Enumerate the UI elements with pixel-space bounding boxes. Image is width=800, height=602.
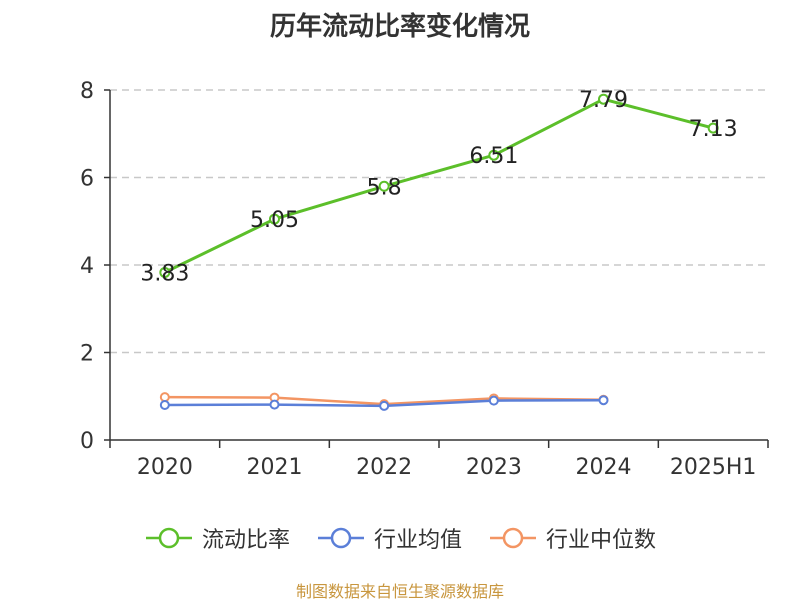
y-tick-label-3: 6 bbox=[80, 167, 94, 192]
legend-item-current-ratio[interactable]: 流动比率 bbox=[144, 522, 290, 554]
legend-marker-industry-mean bbox=[317, 527, 364, 549]
x-tick-label-4: 2024 bbox=[576, 455, 632, 480]
y-tick-label-2: 4 bbox=[80, 254, 94, 279]
series-0-point-5 bbox=[707, 122, 719, 134]
series-0-point-2 bbox=[378, 180, 390, 192]
data-label-2: 5.8 bbox=[367, 175, 402, 200]
line-chart: 0 2 4 6 8 2020 2021 2022 2023 2024 2025H1 3.83 5.05 5… bbox=[80, 79, 769, 480]
series-0-point-3 bbox=[488, 149, 500, 161]
chart-title: 历年流动比率变化情况 bbox=[269, 12, 530, 42]
x-tick-label-5: 2025H1 bbox=[670, 455, 757, 480]
chart-legend: 流动比率 行业均值 行业中位数 bbox=[0, 518, 800, 558]
legend-label-industry-median: 行业中位数 bbox=[546, 528, 657, 553]
series-line-0 bbox=[164, 97, 714, 274]
series-1-point-3 bbox=[488, 395, 499, 406]
x-tick-label-3: 2023 bbox=[466, 455, 522, 480]
data-source-note: 制图数据来自恒生聚源数据库 bbox=[295, 582, 504, 601]
y-tick-label-4: 8 bbox=[80, 79, 94, 104]
x-tick-label-1: 2021 bbox=[247, 455, 303, 480]
series-2-point-0 bbox=[159, 392, 170, 403]
data-label-0: 3.83 bbox=[140, 261, 189, 286]
x-tick-label-0: 2020 bbox=[137, 455, 193, 480]
legend-item-industry-median[interactable]: 行业中位数 bbox=[488, 522, 656, 554]
legend-label-current-ratio: 流动比率 bbox=[201, 528, 290, 553]
data-label-5: 7.13 bbox=[689, 117, 738, 142]
legend-label-industry-mean: 行业均值 bbox=[373, 528, 462, 553]
series-0-point-0 bbox=[159, 266, 171, 278]
legend-marker-current-ratio bbox=[145, 527, 192, 549]
series-1-point-0 bbox=[159, 400, 170, 410]
series-0-point-4 bbox=[598, 93, 609, 105]
series-1-point-2 bbox=[379, 400, 390, 411]
legend-marker-industry-median bbox=[490, 527, 536, 549]
legend-item-industry-mean[interactable]: 行业均值 bbox=[316, 522, 462, 554]
series-1-point-4 bbox=[598, 395, 609, 406]
x-tick-label-2: 2022 bbox=[356, 455, 412, 480]
data-label-1: 5.05 bbox=[250, 208, 299, 233]
data-label-4: 7.79 bbox=[579, 88, 628, 113]
y-tick-label-0: 0 bbox=[80, 429, 94, 454]
data-label-3: 6.51 bbox=[469, 144, 518, 169]
y-tick-label-1: 2 bbox=[80, 342, 94, 367]
series-1-point-1 bbox=[269, 399, 280, 410]
series-0-point-1 bbox=[269, 213, 280, 225]
